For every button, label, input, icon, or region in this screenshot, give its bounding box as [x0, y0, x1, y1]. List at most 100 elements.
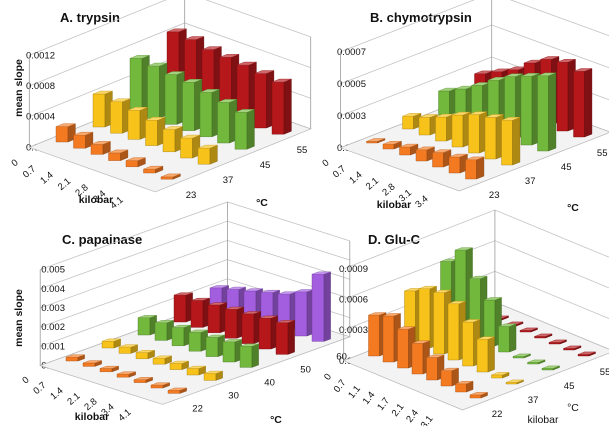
y-tick-label: 0.004	[41, 284, 65, 295]
bar-37C-1.4kbar	[435, 113, 455, 142]
bar-37C-2.1kbar	[476, 336, 495, 373]
bar-37C-3.1kbar	[505, 379, 524, 385]
bar-40C-0.7kbar	[154, 320, 174, 341]
bar-22C-2.8kbar	[133, 377, 153, 383]
bar-22C-2.1kbar	[440, 367, 459, 387]
y-tick-label: 0.005	[41, 265, 65, 276]
z-tick-label: 55	[600, 367, 609, 378]
z-tick-label: 23	[186, 190, 197, 201]
x-tick-label: 1.4	[38, 170, 55, 187]
x-tick-label: 0.7	[31, 380, 48, 397]
bar-45C-1.4kbar	[164, 71, 185, 125]
y-axis-label: mean slope	[13, 59, 25, 117]
x-tick-label: 3.1	[419, 414, 436, 426]
bar-23C-4.1kbar	[160, 173, 181, 180]
bar-45C-1.7kbar	[498, 323, 517, 353]
bar-45C-2.4kbar	[527, 359, 546, 365]
bar-55C-1.7kbar	[534, 333, 553, 339]
bar-50C-2.1kbar	[224, 306, 244, 339]
z-tick-label: 60	[336, 352, 347, 363]
x-tick-label: 0	[10, 157, 21, 169]
z-tick-label: 37	[223, 175, 234, 186]
bar-22C-2.4kbar	[455, 380, 474, 393]
x-tick-label: 2.1	[65, 391, 82, 408]
bar-23C-3.1kbar	[448, 153, 468, 174]
bar-23C-0kbar	[366, 138, 386, 144]
x-tick-label: 1.4	[361, 390, 378, 407]
bar-37C-2.1kbar	[145, 116, 166, 146]
z-tick-label: 50	[300, 365, 311, 376]
bar-45C-4.1kbar	[234, 109, 255, 150]
gridline	[29, 0, 311, 56]
bar-55C-3.1kbar	[556, 59, 576, 132]
bar-37C-0.7kbar	[418, 114, 438, 136]
bar-37C-2.8kbar	[162, 126, 183, 153]
z-tick-label: 37	[525, 176, 536, 187]
bar-60C-3.4kbar	[294, 289, 314, 337]
z-tick-label: 45	[260, 160, 271, 171]
bar-40C-4.1kbar	[239, 343, 259, 368]
bar-30C-0.7kbar	[118, 344, 138, 354]
bar-23C-0.7kbar	[73, 131, 94, 149]
gridline	[340, 0, 609, 53]
bar-45C-0kbar	[438, 87, 458, 116]
panel-trypsin: A. trypsin0.00000.00040.00080.001200.71.…	[10, 0, 312, 211]
x-tick-label: 0	[320, 157, 331, 169]
x-tick-label: 1.7	[375, 396, 392, 413]
bar-60C-4.1kbar	[311, 271, 331, 342]
bar-22C-3.1kbar	[469, 392, 488, 399]
bar-22C-0kbar	[65, 354, 85, 362]
bar-22C-4.1kbar	[167, 387, 187, 394]
x-tick-label: 2.4	[404, 408, 421, 425]
y-tick-label: 0.0007	[337, 47, 366, 58]
panel-chymotrypsin: B. chymotrypsin0.00010.00030.00050.00070…	[320, 0, 609, 214]
z-tick-label: 40	[264, 378, 275, 389]
bar-45C-2.1kbar	[512, 353, 531, 359]
z-axis-label: °C	[270, 414, 282, 426]
y-tick-label: 0.0004	[26, 112, 55, 123]
bar-50C-1.4kbar	[207, 302, 227, 334]
y-tick-label: 0.0005	[337, 79, 366, 90]
panel-title: A. trypsin	[60, 10, 120, 25]
z-tick-label: 45	[561, 162, 572, 173]
bar-55C-2.1kbar	[548, 339, 567, 345]
x-tick-label: 0.7	[331, 163, 348, 180]
y-tick-label: 0.001	[41, 341, 65, 352]
panel-title: D. Glu-C	[368, 232, 421, 247]
bar-23C-0kbar	[55, 123, 76, 143]
bar-45C-3.1kbar	[541, 365, 560, 371]
bar-30C-3.4kbar	[186, 365, 206, 376]
bar-23C-0.7kbar	[382, 141, 402, 150]
z-axis-label: °C	[567, 202, 579, 214]
bar-40C-3.4kbar	[222, 339, 242, 363]
bar-55C-2.8kbar	[236, 61, 257, 123]
panel-papainase: C. papainase0.0000.0010.0020.0030.0040.0…	[13, 201, 351, 426]
x-tick-label: 4.1	[116, 407, 133, 424]
bar-50C-0.7kbar	[190, 297, 210, 328]
bar-37C-2.8kbar	[468, 111, 488, 154]
bar-23C-1.4kbar	[399, 143, 419, 156]
bar-40C-2.8kbar	[205, 334, 225, 357]
bar-37C-0kbar	[92, 90, 113, 128]
panel-glu-c: D. Glu-C0.00000.00030.00060.000900.71.11…	[322, 209, 609, 426]
x-axis-label: kilobar	[528, 414, 559, 426]
y-tick-label: 0.003	[41, 303, 65, 314]
y-tick-label: 0.0008	[26, 81, 55, 92]
bar-45C-3.4kbar	[217, 99, 238, 144]
y-tick-label: 0.0003	[337, 111, 366, 122]
z-tick-label: 55	[297, 145, 308, 156]
bar-30C-2.1kbar	[152, 355, 172, 365]
bar-40C-2.1kbar	[188, 329, 208, 352]
bar-50C-0kbar	[173, 292, 193, 323]
z-tick-label: 30	[228, 391, 239, 402]
y-tick-label: 0.0006	[339, 294, 368, 305]
bar-23C-2.1kbar	[415, 146, 435, 162]
bar-22C-1.7kbar	[426, 354, 445, 381]
bar-23C-3.4kbar	[465, 156, 485, 180]
z-tick-label: 22	[492, 409, 503, 420]
x-tick-label: 2.1	[390, 402, 407, 419]
bar-30C-4.1kbar	[203, 370, 223, 381]
z-tick-label: 23	[489, 190, 500, 201]
bar-40C-1.4kbar	[171, 324, 191, 347]
bar-37C-2.4kbar	[491, 372, 510, 379]
